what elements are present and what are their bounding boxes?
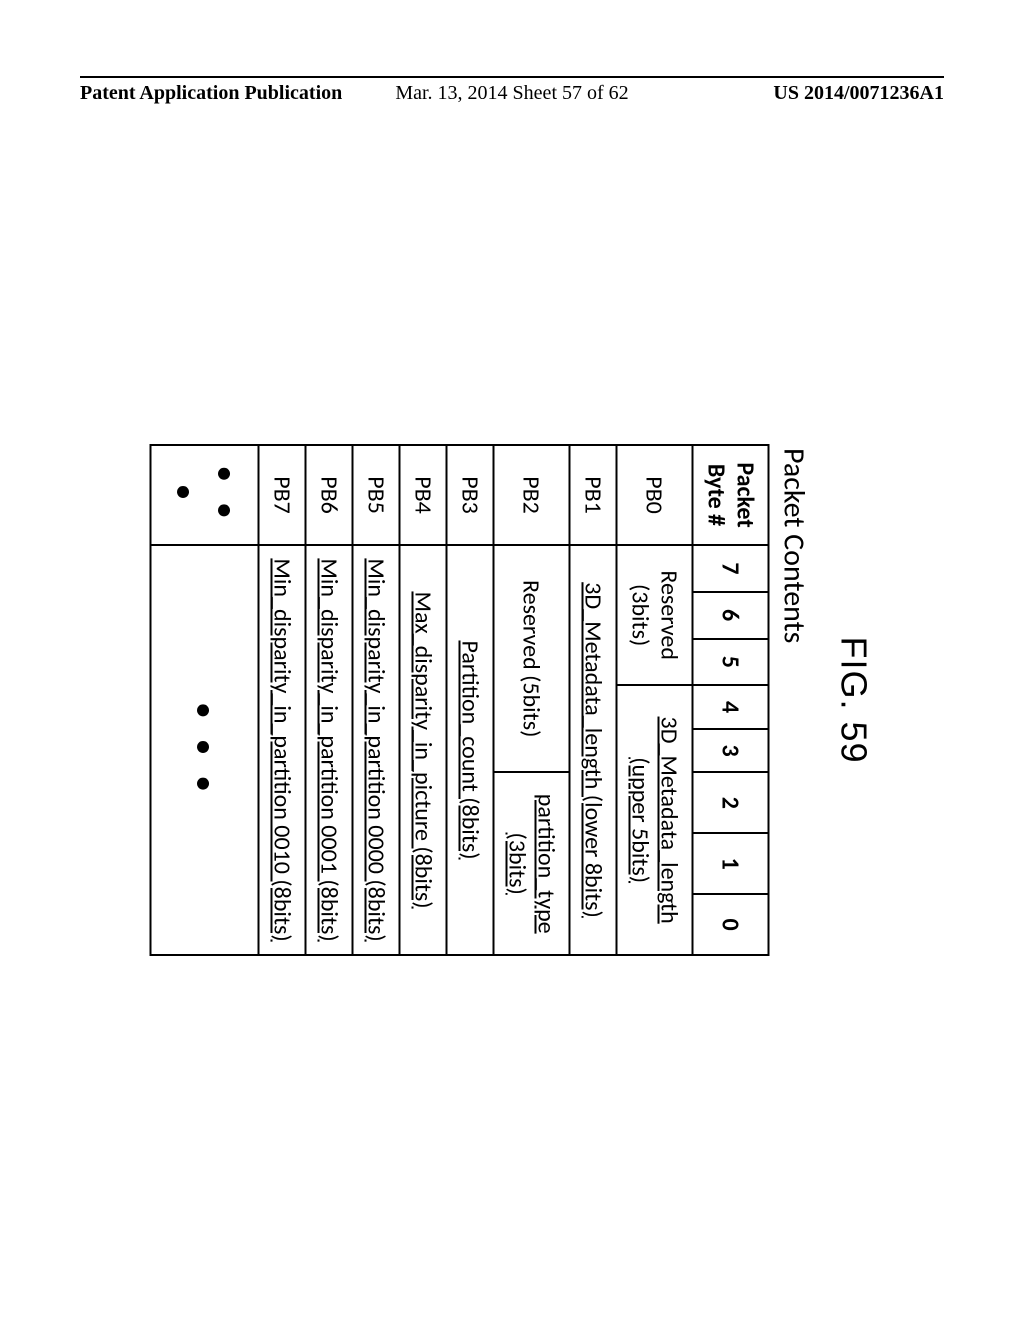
col-header-bit: 4 (693, 685, 769, 729)
row-label: PB2 (494, 445, 570, 545)
table-row: PB7 Min_disparity_in_partition 0010 (8bi… (259, 445, 306, 955)
row-label-ellipsis: • • • (151, 445, 259, 545)
cell-text: Min_disparity_in_partition 0010 (8bits) (268, 558, 297, 941)
col-header-bit: 5 (693, 639, 769, 686)
col-header-packet-byte: Packet Byte # (693, 445, 769, 545)
col-header-bit: 2 (693, 772, 769, 833)
table-header-row: Packet Byte # 7 6 5 4 3 2 1 0 (693, 445, 769, 955)
table-row: PB0 Reserved (3bits) 3D_Metadata_length … (617, 445, 693, 955)
page: Patent Application Publication Mar. 13, … (0, 0, 1024, 1320)
cell-ellipsis: • • • (151, 545, 259, 955)
col-header-bit: 7 (693, 545, 769, 592)
cell-text: 3D_Metadata_length (lower 8bits) (579, 582, 608, 918)
col-header-bit: 0 (693, 894, 769, 955)
figure-rotated-container: FIG. 59 Packet Contents Packet Byte # 7 … (150, 444, 875, 956)
figure-title: FIG. 59 (833, 444, 875, 956)
cell-pb2-partition-type: partition_type (3bits) (494, 772, 570, 955)
cell-pb0-metadata-upper: 3D_Metadata_length (upper 5bits) (617, 685, 693, 955)
col-header-bit: 6 (693, 592, 769, 639)
table-row: PB3 Partition_count (8bits) (447, 445, 494, 955)
cell-pb5-min-disparity-0000: Min_disparity_in_partition 0000 (8bits) (353, 545, 400, 955)
header-right: US 2014/0071236A1 (773, 82, 944, 105)
col-header-bit: 3 (693, 729, 769, 773)
cell-text: Partition_count (8bits) (456, 640, 485, 859)
row-label: PB4 (400, 445, 447, 545)
row-label: PB7 (259, 445, 306, 545)
cell-pb4-max-disparity: Max_disparity_in_picture (8bits) (400, 545, 447, 955)
cell-pb6-min-disparity-0001: Min_disparity_in_partition 0001 (8bits) (306, 545, 353, 955)
table-row-ellipsis: • • • • • • (151, 445, 259, 955)
cell-text: Min_disparity_in_partition 0000 (8bits) (362, 558, 391, 941)
row-label: PB0 (617, 445, 693, 545)
header-rule (80, 76, 944, 78)
row-label: PB5 (353, 445, 400, 545)
cell-pb7-min-disparity-0010: Min_disparity_in_partition 0010 (8bits) (259, 545, 306, 955)
cell-pb1-metadata-lower: 3D_Metadata_length (lower 8bits) (570, 545, 617, 955)
cell-pb0-reserved: Reserved (3bits) (617, 545, 693, 685)
col-header-bit: 1 (693, 833, 769, 894)
packet-contents-table: Packet Byte # 7 6 5 4 3 2 1 0 PB0 Reserv… (150, 444, 770, 956)
row-label: PB3 (447, 445, 494, 545)
table-row: PB1 3D_Metadata_length (lower 8bits) (570, 445, 617, 955)
ellipsis-icon: • • • (164, 465, 246, 525)
ellipsis-icon: • • • (184, 702, 225, 798)
row-label: PB6 (306, 445, 353, 545)
cell-text: Max_disparity_in_picture (8bits) (409, 591, 438, 908)
table-row: PB2 Reserved (5bits) partition_type (3bi… (494, 445, 570, 955)
table-row: PB4 Max_disparity_in_picture (8bits) (400, 445, 447, 955)
table-row: PB6 Min_disparity_in_partition 0001 (8bi… (306, 445, 353, 955)
section-title: Packet Contents (776, 448, 813, 956)
cell-text: Min_disparity_in_partition 0001 (8bits) (315, 558, 344, 941)
cell-pb2-reserved: Reserved (5bits) (494, 545, 570, 772)
cell-pb3-partition-count: Partition_count (8bits) (447, 545, 494, 955)
table-row: PB5 Min_disparity_in_partition 0000 (8bi… (353, 445, 400, 955)
row-label: PB1 (570, 445, 617, 545)
cell-text: 3D_Metadata_length (upper 5bits) (626, 717, 684, 924)
cell-text: partition_type (3bits) (503, 794, 561, 934)
